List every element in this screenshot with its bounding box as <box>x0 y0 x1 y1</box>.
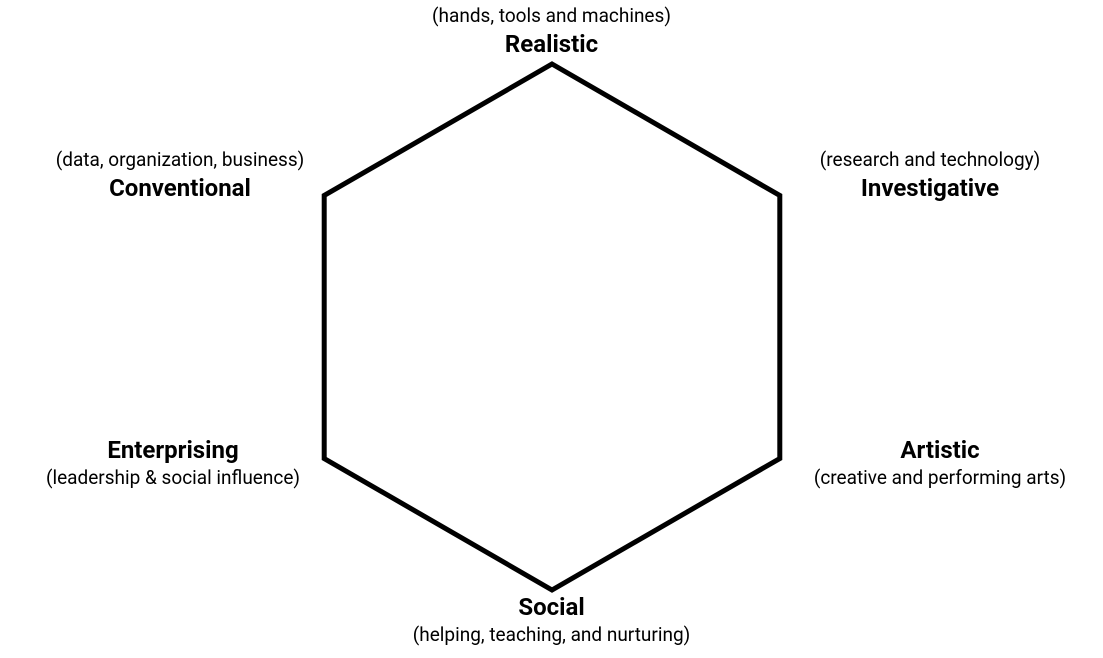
vertex-label-investigative: (research and technology) Investigative <box>790 148 1070 204</box>
vertex-title: Enterprising <box>18 435 328 466</box>
vertex-desc: (hands, tools and machines) <box>352 4 752 29</box>
vertex-desc: (data, organization, business) <box>30 148 330 173</box>
vertex-title: Investigative <box>790 173 1070 204</box>
vertex-title: Realistic <box>352 29 752 60</box>
vertex-label-social: Social (helping, teaching, and nurturing… <box>352 592 752 648</box>
hexagon-shape <box>319 59 785 599</box>
hexagon-svg <box>319 59 785 595</box>
vertex-title: Social <box>352 592 752 623</box>
vertex-label-conventional: (data, organization, business) Conventio… <box>30 148 330 204</box>
vertex-label-realistic: (hands, tools and machines) Realistic <box>352 4 752 60</box>
vertex-title: Artistic <box>790 435 1090 466</box>
vertex-label-artistic: Artistic (creative and performing arts) <box>790 435 1090 491</box>
vertex-label-enterprising: Enterprising (leadership & social influe… <box>18 435 328 491</box>
vertex-title: Conventional <box>30 173 330 204</box>
vertex-desc: (research and technology) <box>790 148 1070 173</box>
vertex-desc: (creative and performing arts) <box>790 466 1090 491</box>
vertex-desc: (leadership & social influence) <box>18 466 328 491</box>
vertex-desc: (helping, teaching, and nurturing) <box>352 623 752 648</box>
